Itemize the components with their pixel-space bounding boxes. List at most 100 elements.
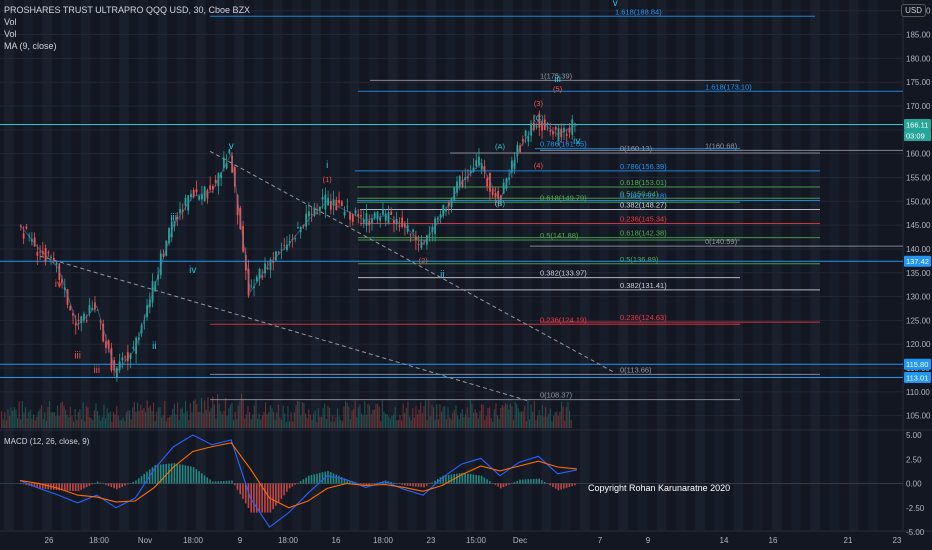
symbol-title[interactable]: PROSHARES TRUST ULTRAPRO QQQ USD, 30, Cb… [4,5,251,15]
volume-bar [522,411,524,428]
macd-histogram-bar [140,476,143,484]
candle-body [85,320,88,322]
macd-histogram-bar [362,483,365,485]
fib-label: 0.786(161.05) [540,140,587,149]
candle-body [338,199,340,203]
wave-label: (B) [495,199,506,208]
volume-bar [194,399,196,428]
price-tag-label: 115.80 [906,360,928,369]
session-band [349,0,360,530]
candle-body [368,220,371,226]
volume-bar [209,411,211,428]
candle-body [420,241,423,249]
macd-histogram-bar [398,483,401,485]
candle-body [176,217,179,220]
volume-bar [367,403,369,428]
macd-indicator-label[interactable]: MACD (12, 26, close, 9) [4,437,90,446]
volume-bar [65,409,67,428]
volume-bar [421,413,423,428]
macd-histogram-bar [74,483,77,492]
macd-histogram-bar [343,478,346,484]
candle-body [401,217,404,227]
volume-bar [2,419,4,428]
candle-body [436,217,439,220]
macd-histogram-bar [557,483,560,491]
time-tick-label: 18:00 [373,536,394,545]
volume-bar [354,400,356,428]
volume-indicator-label[interactable]: Vol [4,17,17,27]
volume-bar [237,405,239,428]
candle-body [294,238,297,240]
volume-bar [372,409,374,428]
moving-average-indicator-label[interactable]: MA (9, close) [4,41,57,51]
macd-histogram-bar [464,473,466,484]
volume-bar [1,411,3,428]
candle-body [563,128,565,133]
price-tag: 137.42 [904,255,931,267]
volume-bar [554,412,556,428]
volume-bar [124,421,126,428]
volume-bar [325,419,327,428]
macd-line [19,434,577,528]
macd-histogram-bar [308,475,310,484]
volume-bar [193,400,195,428]
volume-bar [202,413,204,428]
macd-histogram-bar [132,481,135,484]
volume-bar [29,409,31,428]
volume-bar [444,405,446,428]
volume-bar [340,419,342,428]
volume-bar [281,419,283,428]
volume-indicator-label-2[interactable]: Vol [4,29,17,39]
volume-bar [212,396,214,428]
candle-body [532,122,535,130]
currency-button[interactable]: USD [901,4,926,17]
volume-bar [308,409,310,428]
candle-body [154,281,157,292]
volume-bar [170,415,172,428]
volume-bar [148,407,150,428]
candle-body [513,160,516,170]
volume-bar [5,420,7,428]
volume-bar [548,413,550,428]
candle-body [521,139,524,142]
volume-bar [495,403,497,428]
session-band [810,0,820,530]
time-tick-label: Dec [513,536,527,545]
macd-histogram-bar [25,483,28,485]
macd-histogram-bar [412,483,414,487]
volume-bar [265,402,267,428]
macd-histogram-bar [568,483,571,487]
macd-histogram-bar [280,483,283,499]
macd-histogram-bar [458,473,461,484]
volume-bar [501,405,503,428]
volume-bar [292,421,294,428]
volume-bar [300,415,302,428]
volume-bar [74,409,76,428]
candle-body [107,340,110,349]
volume-bar [71,416,73,428]
macd-histogram-bar [456,473,458,484]
macd-histogram-bar [371,483,373,485]
session-band [311,0,321,530]
macd-histogram-bar [571,483,573,487]
volume-bar [177,402,179,428]
volume-bar [98,415,100,428]
volume-bar [481,404,483,428]
session-band [580,0,590,530]
macd-histogram-bar [554,483,557,489]
volume-bar [57,405,59,428]
macd-histogram-bar [179,464,181,484]
wave-label: iv [189,265,196,276]
macd-histogram-bar [52,483,55,490]
macd-histogram-bar [483,477,486,484]
volume-bar [375,404,377,428]
price-tag: 166.11 [904,119,931,131]
macd-histogram-bar [85,483,88,488]
volume-bar [213,404,215,428]
macd-histogram-bar [239,483,242,495]
macd-histogram-bar [365,483,368,486]
volume-bar [9,415,11,428]
macd-histogram-bar [472,474,475,484]
session-band [426,0,436,530]
